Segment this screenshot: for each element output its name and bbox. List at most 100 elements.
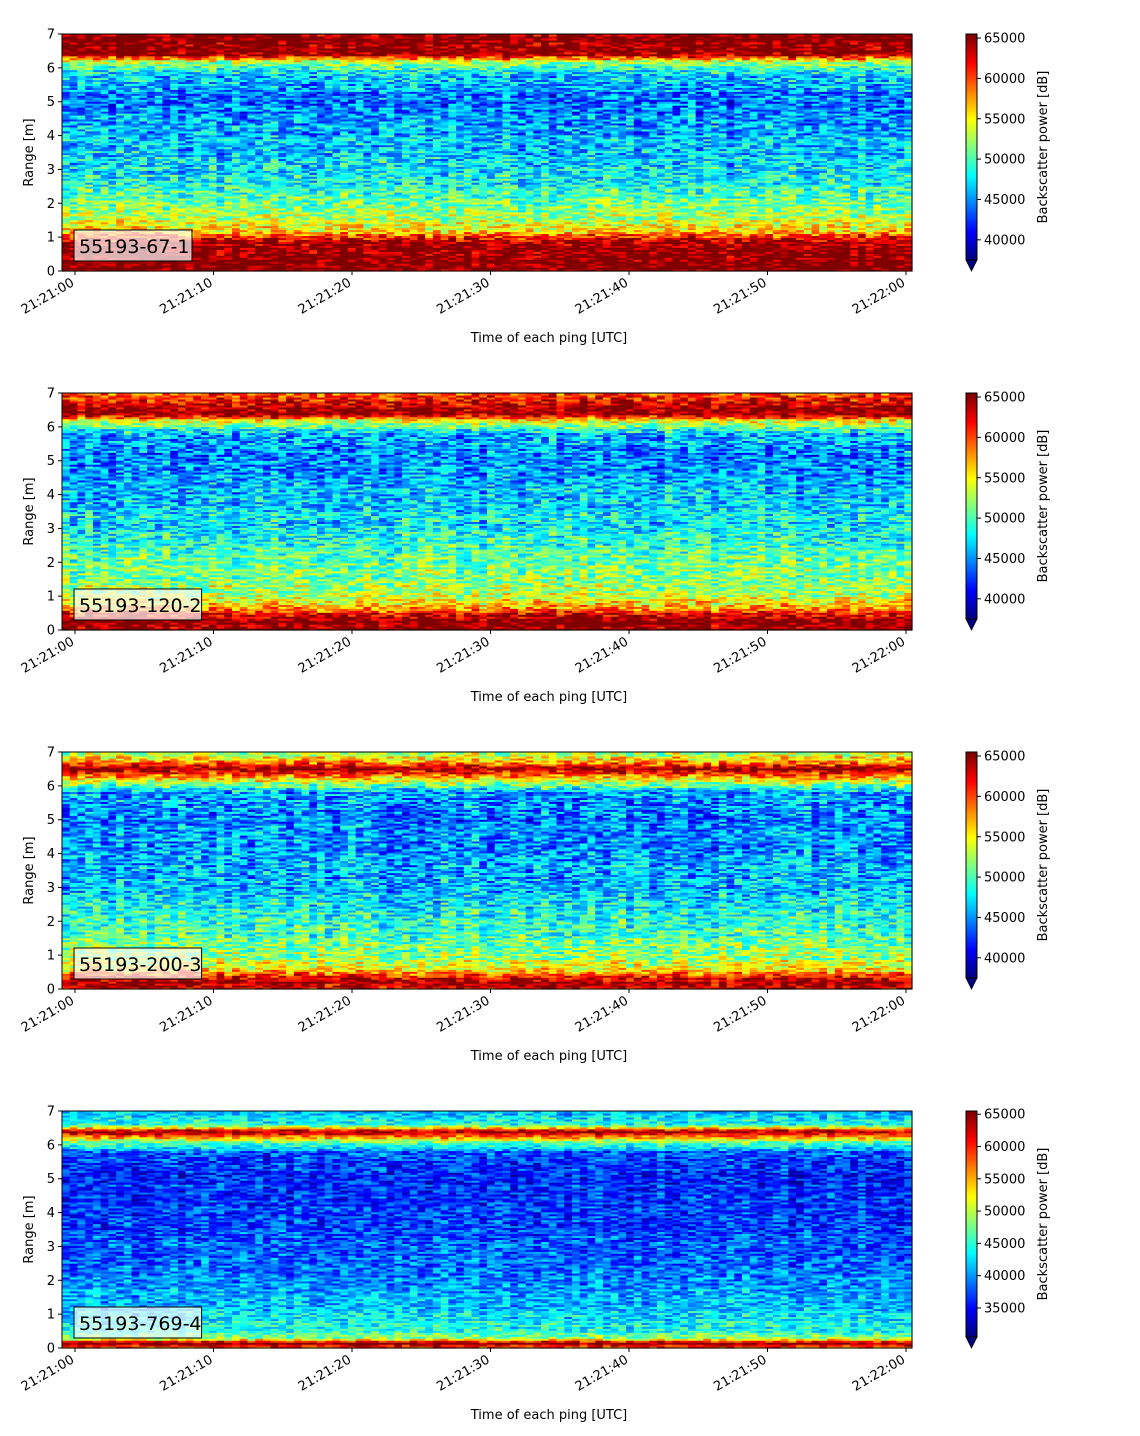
x-tick-label: 21:21:40 bbox=[573, 1352, 631, 1394]
x-tick-label: 21:21:10 bbox=[157, 993, 215, 1035]
y-tick-label: 2 bbox=[47, 915, 55, 930]
colorbar-tick-label: 40000 bbox=[984, 592, 1025, 607]
label-box bbox=[73, 947, 203, 980]
x-tick-label: 21:21:20 bbox=[296, 1352, 354, 1394]
colorbar-tick-label: 50000 bbox=[984, 871, 1025, 886]
colorbar-label: Backscatter power [dB] bbox=[1036, 71, 1051, 224]
colorbar-frame bbox=[965, 1110, 978, 1338]
label-box-text: 55193-200-3 bbox=[79, 954, 202, 976]
colorbar-label: Backscatter power [dB] bbox=[1036, 1148, 1051, 1301]
y-tick-label: 4 bbox=[47, 847, 55, 862]
label-box-text: 55193-67-1 bbox=[79, 236, 189, 258]
chart-panel-3: 0 1 2 3 4 5 6 7 21:21:00 21:21:10 21:21:20 21:21:30… bbox=[19, 746, 1051, 1065]
y-tick-label: 6 bbox=[47, 1138, 55, 1153]
x-tick-label: 21:21:30 bbox=[434, 275, 492, 317]
colorbar-extend-arrow bbox=[965, 259, 978, 272]
chart-panel-4: 0 1 2 3 4 5 6 7 21:21:00 21:21:10 21:21:20 21:21:30… bbox=[19, 1105, 1051, 1424]
colorbar: 40000 45000 50000 55000 60000 65000 Backscatte… bbox=[965, 391, 1051, 631]
x-tick-label: 21:21:00 bbox=[19, 993, 77, 1035]
y-axis-label: Range [m] bbox=[22, 1195, 37, 1263]
y-tick-label: 7 bbox=[47, 746, 55, 761]
colorbar-frame bbox=[965, 33, 978, 261]
colorbar-frame bbox=[965, 751, 978, 979]
y-tick-label: 5 bbox=[47, 454, 55, 469]
colorbar-tick-label: 55000 bbox=[984, 112, 1025, 127]
x-tick-label: 21:21:10 bbox=[157, 634, 215, 676]
plot-frame bbox=[61, 392, 913, 631]
y-tick-label: 5 bbox=[47, 95, 55, 110]
heatmap-cells bbox=[62, 752, 913, 990]
y-tick-label: 0 bbox=[47, 983, 55, 998]
colorbar-tick-label: 60000 bbox=[984, 1140, 1025, 1155]
x-tick-label: 21:21:40 bbox=[573, 993, 631, 1035]
y-tick-label: 0 bbox=[47, 624, 55, 639]
colorbar-tick-label: 60000 bbox=[984, 790, 1025, 805]
x-tick-label: 21:22:00 bbox=[850, 634, 908, 676]
colorbar-frame bbox=[965, 392, 978, 620]
x-tick-label: 21:21:10 bbox=[157, 275, 215, 317]
colorbar: 40000 45000 50000 55000 60000 65000 Backscatte… bbox=[965, 750, 1051, 990]
y-tick-label: 0 bbox=[47, 1342, 55, 1357]
y-tick-label: 1 bbox=[47, 231, 55, 246]
plot-frame bbox=[61, 751, 913, 990]
colorbar-extend-arrow bbox=[965, 618, 978, 631]
chart-panel-2: 0 1 2 3 4 5 6 7 21:21:00 21:21:10 21:21:20 21:21:30… bbox=[19, 387, 1051, 706]
colorbar: 40000 45000 50000 55000 60000 65000 Backscatte… bbox=[965, 32, 1051, 272]
x-tick-label: 21:21:50 bbox=[711, 275, 769, 317]
colorbar-tick-label: 60000 bbox=[984, 72, 1025, 87]
label-box bbox=[73, 588, 203, 621]
x-tick-label: 21:22:00 bbox=[850, 993, 908, 1035]
y-tick-label: 7 bbox=[47, 28, 55, 43]
x-tick-label: 21:21:00 bbox=[19, 1352, 77, 1394]
colorbar-tick-label: 35000 bbox=[984, 1301, 1025, 1316]
colorbar-tick-label: 65000 bbox=[984, 32, 1025, 47]
colorbar-tick-label: 55000 bbox=[984, 830, 1025, 845]
x-axis-label: Time of each ping [UTC] bbox=[470, 1408, 628, 1423]
colorbar-tick-label: 50000 bbox=[984, 153, 1025, 168]
label-box-text: 55193-769-4 bbox=[79, 1313, 202, 1335]
colorbar-label: Backscatter power [dB] bbox=[1036, 789, 1051, 942]
label-box bbox=[73, 229, 193, 262]
y-tick-label: 1 bbox=[47, 949, 55, 964]
x-tick-label: 21:21:50 bbox=[711, 1352, 769, 1394]
y-tick-label: 7 bbox=[47, 1105, 55, 1120]
colorbar-label: Backscatter power [dB] bbox=[1036, 430, 1051, 583]
colorbar-tick-label: 45000 bbox=[984, 1237, 1025, 1252]
colorbar-tick-label: 40000 bbox=[984, 233, 1025, 248]
colorbar-tick-label: 50000 bbox=[984, 1205, 1025, 1220]
y-tick-label: 6 bbox=[47, 61, 55, 76]
y-axis-label: Range [m] bbox=[22, 118, 37, 186]
colorbar-tick-label: 65000 bbox=[984, 750, 1025, 765]
y-tick-label: 4 bbox=[47, 488, 55, 503]
y-tick-label: 2 bbox=[47, 1274, 55, 1289]
y-axis-label: Range [m] bbox=[22, 477, 37, 545]
x-tick-label: 21:21:20 bbox=[296, 275, 354, 317]
heatmap-cells bbox=[62, 393, 913, 631]
x-tick-label: 21:21:10 bbox=[157, 1352, 215, 1394]
y-tick-label: 7 bbox=[47, 387, 55, 402]
y-tick-label: 6 bbox=[47, 420, 55, 435]
y-tick-label: 5 bbox=[47, 1172, 55, 1187]
x-tick-label: 21:22:00 bbox=[850, 275, 908, 317]
x-tick-label: 21:21:50 bbox=[711, 993, 769, 1035]
x-axis-label: Time of each ping [UTC] bbox=[470, 690, 628, 705]
colorbar-tick-label: 45000 bbox=[984, 911, 1025, 926]
x-tick-label: 21:21:20 bbox=[296, 993, 354, 1035]
y-tick-label: 3 bbox=[47, 1240, 55, 1255]
x-axis-label: Time of each ping [UTC] bbox=[470, 331, 628, 346]
plot-frame bbox=[61, 1110, 913, 1349]
colorbar-extend-arrow bbox=[965, 1336, 978, 1349]
colorbar-tick-label: 40000 bbox=[984, 1269, 1025, 1284]
y-tick-label: 1 bbox=[47, 590, 55, 605]
chart-panel-1: 0 1 2 3 4 5 6 7 21:21:00 21:21:10 21:21:20 21:21:30… bbox=[19, 28, 1051, 347]
x-tick-label: 21:21:40 bbox=[573, 275, 631, 317]
colorbar-tick-label: 60000 bbox=[984, 431, 1025, 446]
y-axis-label: Range [m] bbox=[22, 836, 37, 904]
y-tick-label: 0 bbox=[47, 265, 55, 280]
x-tick-label: 21:21:30 bbox=[434, 634, 492, 676]
colorbar: 35000 40000 45000 50000 55000 60000 65000 Backs… bbox=[965, 1108, 1051, 1349]
x-axis-label: Time of each ping [UTC] bbox=[470, 1049, 628, 1064]
y-tick-label: 4 bbox=[47, 129, 55, 144]
y-tick-label: 2 bbox=[47, 556, 55, 571]
